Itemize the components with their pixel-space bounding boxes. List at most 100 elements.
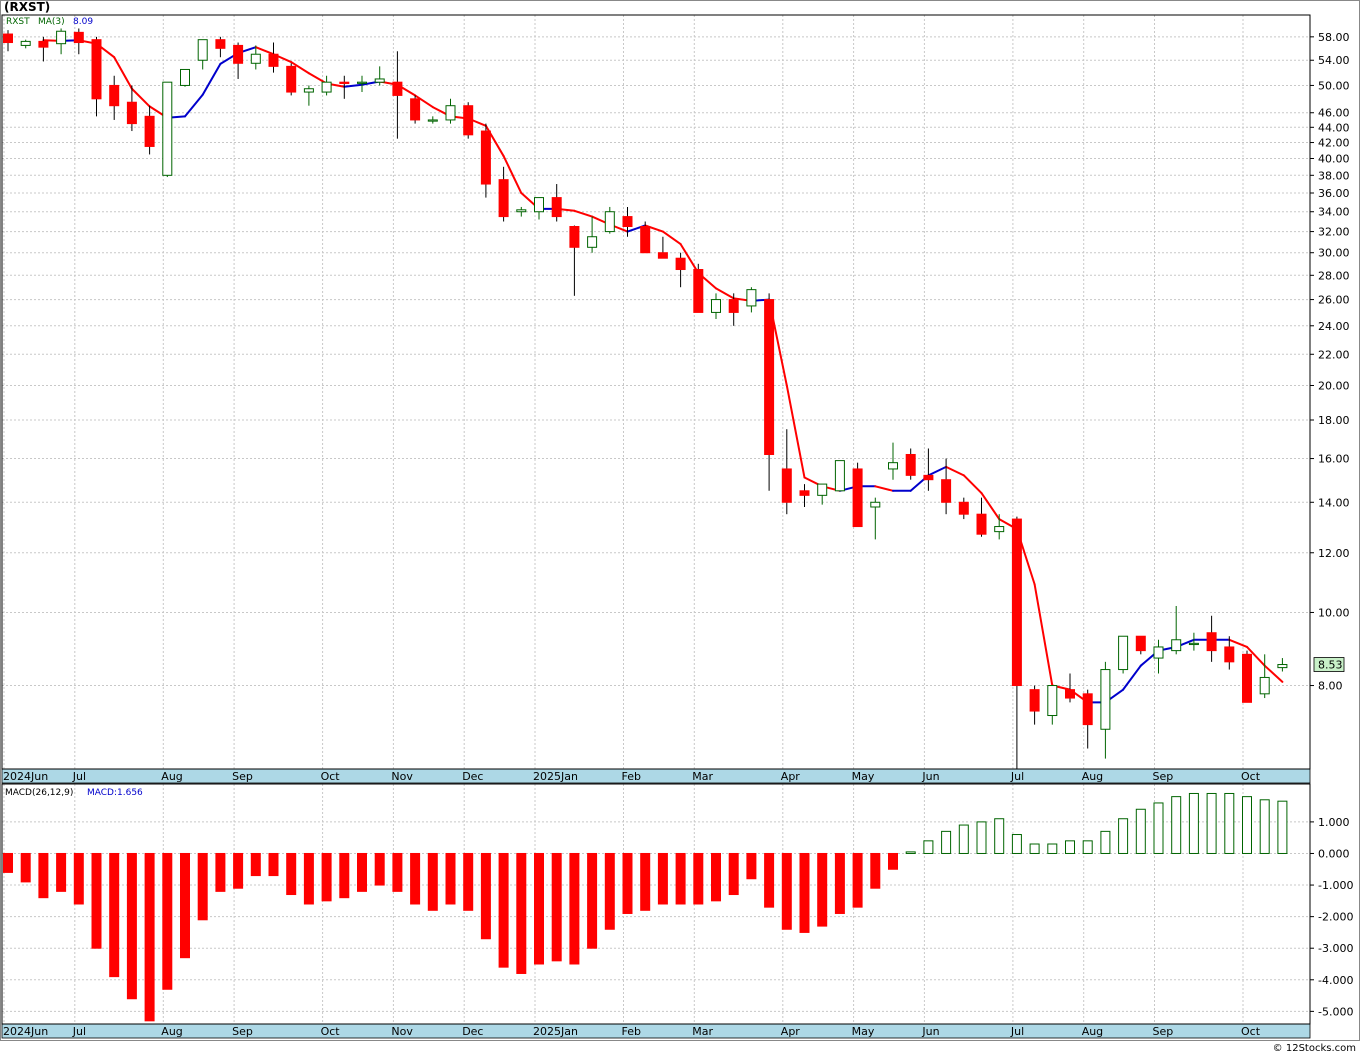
- candle-body: [233, 44, 244, 64]
- candle-body: [958, 501, 969, 515]
- macd-bar: [1153, 802, 1164, 854]
- macd-bar: [3, 852, 13, 873]
- candle-body: [410, 98, 421, 121]
- candle-body: [781, 468, 792, 503]
- macd-bar: [215, 852, 226, 892]
- candle-body: [197, 39, 208, 61]
- candle-body: [1029, 689, 1040, 712]
- macd-bar: [56, 852, 67, 892]
- macd-bar: [604, 852, 615, 930]
- macd-tick-label: -2.000: [1318, 911, 1353, 924]
- macd-bar: [675, 852, 686, 905]
- candle-body: [3, 33, 13, 44]
- date-label-bottom: Jul: [1010, 1025, 1024, 1038]
- price-tick-label: 36.00: [1318, 187, 1350, 200]
- macd-bar: [374, 852, 385, 886]
- macd-bar: [728, 852, 739, 896]
- candle-body: [1188, 642, 1199, 646]
- candle-body: [587, 236, 598, 248]
- ma-segment: [661, 230, 682, 246]
- date-label-top: Mar: [692, 770, 713, 783]
- macd-tick-label: -1.000: [1318, 879, 1353, 892]
- ma-segment: [1122, 664, 1142, 691]
- macd-bar: [888, 852, 898, 870]
- price-tick-label: 58.00: [1318, 31, 1350, 44]
- candle-body: [180, 68, 190, 86]
- macd-bar: [392, 852, 403, 892]
- candle-body: [250, 53, 261, 64]
- macd-bar: [445, 852, 456, 905]
- candle-body: [569, 226, 580, 248]
- price-tick-label: 10.00: [1318, 606, 1350, 619]
- date-label-top: Oct: [1241, 770, 1261, 783]
- price-tick-label: 28.00: [1318, 269, 1350, 282]
- price-panel-frame: [1, 14, 1311, 770]
- price-tick-label: 18.00: [1318, 414, 1350, 427]
- macd-bar: [976, 821, 987, 854]
- candle-body: [1224, 646, 1235, 663]
- date-label-bottom: Oct: [321, 1025, 341, 1038]
- candle-body: [1065, 689, 1075, 699]
- candle-body: [144, 115, 155, 147]
- candle-body: [764, 299, 775, 455]
- macd-bar: [144, 852, 155, 1022]
- candle-body: [374, 78, 385, 83]
- macd-bar: [870, 852, 881, 889]
- macd-tick-label: -5.000: [1318, 1005, 1353, 1018]
- macd-tick-label: 0.000: [1318, 847, 1350, 860]
- candle-body: [339, 81, 350, 84]
- candle-body: [73, 31, 84, 44]
- date-label-top: Apr: [781, 770, 801, 783]
- price-axis: 8.00 10.00 12.00 14.00 16.00 18.00 20.00 22.00 2…: [1310, 31, 1350, 693]
- macd-bar: [764, 852, 775, 908]
- candle-body: [357, 81, 367, 84]
- candle-body: [126, 101, 137, 125]
- ma-segment: [1246, 645, 1266, 667]
- grid: [2, 15, 1310, 1024]
- candlesticks: [3, 28, 1288, 769]
- candle-body: [1242, 653, 1252, 703]
- footer-credit: © 12Stocks.com: [1273, 1043, 1356, 1054]
- ma-segment: [945, 465, 965, 477]
- date-label-top: Sep: [1153, 770, 1174, 783]
- date-label-bottom: 2025Jan: [533, 1025, 578, 1038]
- ma-segment: [201, 62, 222, 96]
- date-label-bottom: Apr: [781, 1025, 801, 1038]
- candle-body: [1171, 639, 1182, 652]
- macd-bar: [233, 852, 244, 889]
- ma-segment: [130, 87, 151, 108]
- macd-bar: [516, 852, 527, 974]
- macd-bar: [693, 852, 704, 905]
- price-tick-label: 46.00: [1318, 107, 1350, 120]
- macd-bar: [1224, 792, 1235, 854]
- macd-bar: [746, 852, 757, 880]
- macd-bar: [91, 852, 102, 949]
- ma-segment: [184, 93, 204, 118]
- macd-bar: [1277, 800, 1288, 854]
- legend-ma-label: MA(3): [38, 17, 65, 27]
- candle-body: [392, 81, 403, 96]
- date-band-bottom: [1, 1023, 1311, 1039]
- candle-body: [888, 462, 898, 470]
- date-label-bottom: Sep: [232, 1025, 253, 1038]
- ma-segment: [254, 46, 275, 56]
- date-label-bottom: Dec: [462, 1025, 483, 1038]
- macd-bar: [38, 852, 49, 899]
- candle-body: [817, 483, 828, 496]
- candle-body: [480, 130, 491, 185]
- ma-segment: [980, 492, 1001, 521]
- date-label-bottom: Jun: [921, 1025, 939, 1038]
- macd-bar: [1082, 840, 1093, 854]
- candle-body: [1153, 646, 1164, 659]
- date-label-top: Dec: [462, 770, 483, 783]
- price-tick-label: 38.00: [1318, 169, 1350, 182]
- price-tick-label: 22.00: [1318, 348, 1350, 361]
- candle-body: [675, 257, 686, 271]
- candle-body: [1011, 518, 1022, 687]
- ma-segment: [1033, 583, 1054, 687]
- macd-bar: [551, 852, 562, 962]
- macd-bar: [1100, 830, 1111, 854]
- macd-bar: [20, 852, 31, 883]
- macd-bar: [834, 852, 845, 914]
